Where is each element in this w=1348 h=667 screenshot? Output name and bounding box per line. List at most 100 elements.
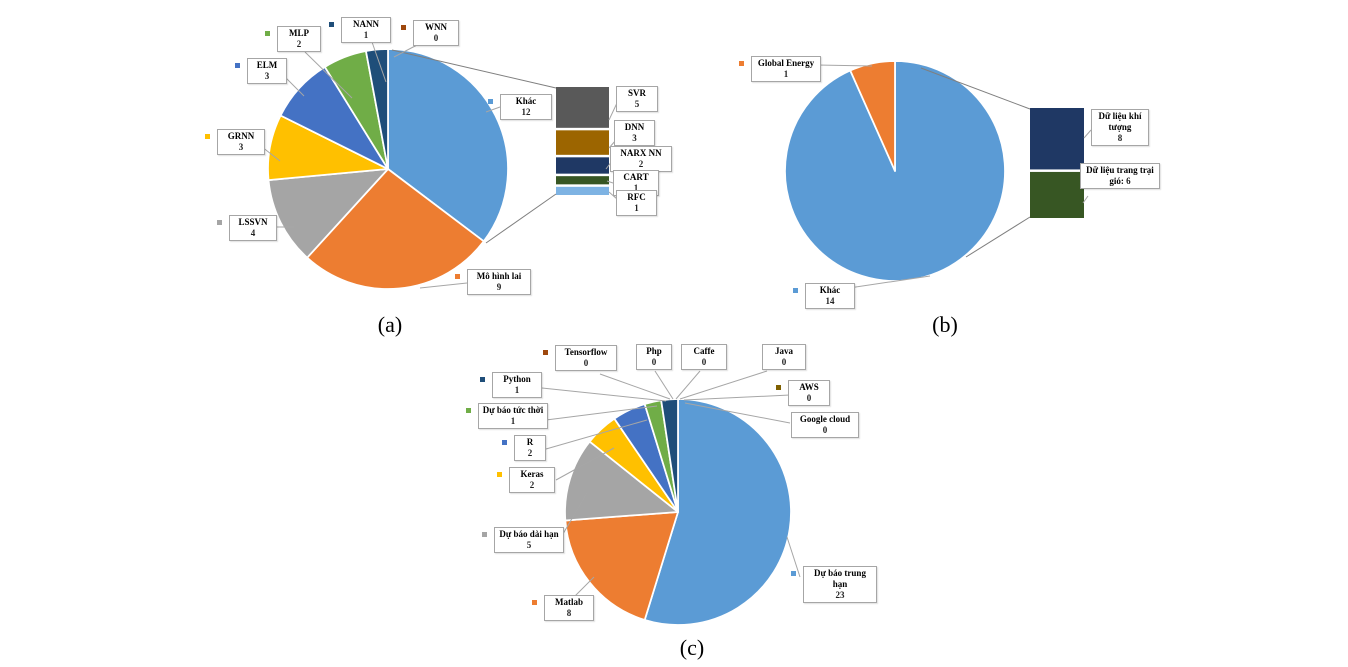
callout-java: Java 0 <box>762 344 806 370</box>
callout-value: 1 <box>634 203 639 213</box>
bar-connector-bottom-a <box>485 193 557 244</box>
callout-dnn: DNN 3 <box>614 120 655 146</box>
callout-value: 1 <box>783 69 789 79</box>
leader-line <box>419 282 468 289</box>
callout-label: RFC <box>627 192 646 202</box>
callout-label: NANN <box>353 19 379 29</box>
callout-value: 2 <box>638 159 644 169</box>
caption-a: (a) <box>377 312 403 337</box>
callout-value: 14 <box>825 296 835 306</box>
bar-segment-1 <box>1030 171 1084 218</box>
callout-label: Dữ liệu trang trại gió: <box>1086 165 1154 186</box>
callout-khac-a: Khác 12 <box>488 94 552 120</box>
leader-line <box>545 419 648 450</box>
callout-du-bao-tuc-thoi: Dự báo tức thời 1 <box>466 403 548 429</box>
bar-segment-4 <box>556 186 609 195</box>
callout-label: Matlab <box>555 597 583 607</box>
leader-line <box>683 394 791 401</box>
callout-label: DNN <box>624 122 645 132</box>
callout-label: Dự báo trung hạn <box>814 568 866 589</box>
legend-marker <box>455 274 460 279</box>
leader-line <box>1082 195 1089 204</box>
callout-elm: ELM 3 <box>235 58 287 84</box>
callout-value: 1 <box>510 416 516 426</box>
callout-label: CART <box>623 172 649 182</box>
callout-du-bao-trung-han: Dự báo trung hạn 23 <box>791 566 877 603</box>
pie-slice-2 <box>267 168 389 259</box>
legend-marker <box>466 408 471 413</box>
callout-value: 2 <box>527 448 533 458</box>
callout-value: 8 <box>1117 133 1123 143</box>
bar-connector-top-b <box>920 67 1031 110</box>
callout-label: LSSVN <box>238 217 268 227</box>
callout-label: AWS <box>799 382 819 392</box>
leader-line <box>371 41 387 83</box>
callout-label: R <box>526 437 534 447</box>
pie-chart-b <box>784 60 1006 282</box>
callout-value: 23 <box>835 590 845 600</box>
pie-slice-0 <box>387 48 509 243</box>
breakout-bar-a <box>556 87 609 195</box>
leader-line <box>848 275 931 289</box>
legend-marker <box>497 472 502 477</box>
callout-nann: NANN 1 <box>329 17 391 43</box>
leader-line <box>606 180 614 184</box>
bar-connector-bottom-b <box>965 216 1031 258</box>
legend-marker <box>488 99 493 104</box>
leader-lines-c <box>541 370 801 598</box>
callout-wnn: WNN 0 <box>401 20 459 46</box>
callout-label: Tensorflow <box>564 347 608 357</box>
callout-lssvn: LSSVN 4 <box>217 215 277 241</box>
leader-line <box>816 64 873 67</box>
callout-label: Dự báo dài hạn <box>499 529 559 539</box>
pie-slice-1 <box>306 168 485 290</box>
callout-value: 0 <box>651 357 657 367</box>
callout-php: Php 0 <box>636 344 672 370</box>
leader-line <box>545 405 658 421</box>
callout-mlp: MLP 2 <box>265 26 321 52</box>
leader-line <box>1083 129 1092 139</box>
bar-segment-3 <box>556 176 609 185</box>
callout-value: 12 <box>521 107 531 117</box>
callout-value: 0 <box>822 425 828 435</box>
callout-khac-b: Khác 14 <box>793 283 855 309</box>
callout-svr: SVR 5 <box>616 86 658 112</box>
pie-slice-1 <box>849 60 896 172</box>
callout-label: Khác <box>819 285 841 295</box>
callout-label: Caffe <box>693 346 715 356</box>
callout-value: 1 <box>633 183 639 193</box>
callout-value: 1 <box>514 385 520 395</box>
callout-value: 0 <box>433 33 439 43</box>
callout-label: Khác <box>515 96 537 106</box>
callout-value: 0 <box>701 357 707 367</box>
callout-label: MLP <box>289 28 309 38</box>
callout-keras: Keras 2 <box>497 467 555 493</box>
callout-python: Python 1 <box>480 372 542 398</box>
bar-segment-0 <box>1030 108 1084 170</box>
legend-marker <box>401 25 406 30</box>
legend-marker <box>739 61 744 66</box>
legend-marker <box>502 440 507 445</box>
callout-matlab: Matlab 8 <box>532 595 594 621</box>
legend-marker <box>235 63 240 68</box>
callout-label: WNN <box>425 22 447 32</box>
legend-marker <box>329 22 334 27</box>
leader-line <box>599 373 671 400</box>
callout-label: Dữ liệu khí tượng <box>1098 111 1142 132</box>
leader-line <box>654 370 674 400</box>
leader-line <box>679 370 768 400</box>
callout-label: Php <box>646 346 662 356</box>
callout-label: Keras <box>520 469 544 479</box>
leader-line <box>684 402 791 424</box>
legend-marker <box>776 385 781 390</box>
leader-line <box>559 492 588 540</box>
bar-segment-0 <box>556 87 609 128</box>
callout-value: 0 <box>583 358 589 368</box>
callout-label: SVR <box>627 88 646 98</box>
callout-du-lieu-khi-tuong: Dữ liệu khí tượng 8 <box>1091 109 1149 146</box>
pie-slice-1 <box>564 511 679 621</box>
callout-label: NARX NN <box>620 148 662 158</box>
legend-marker <box>791 571 796 576</box>
leader-line <box>304 51 353 99</box>
